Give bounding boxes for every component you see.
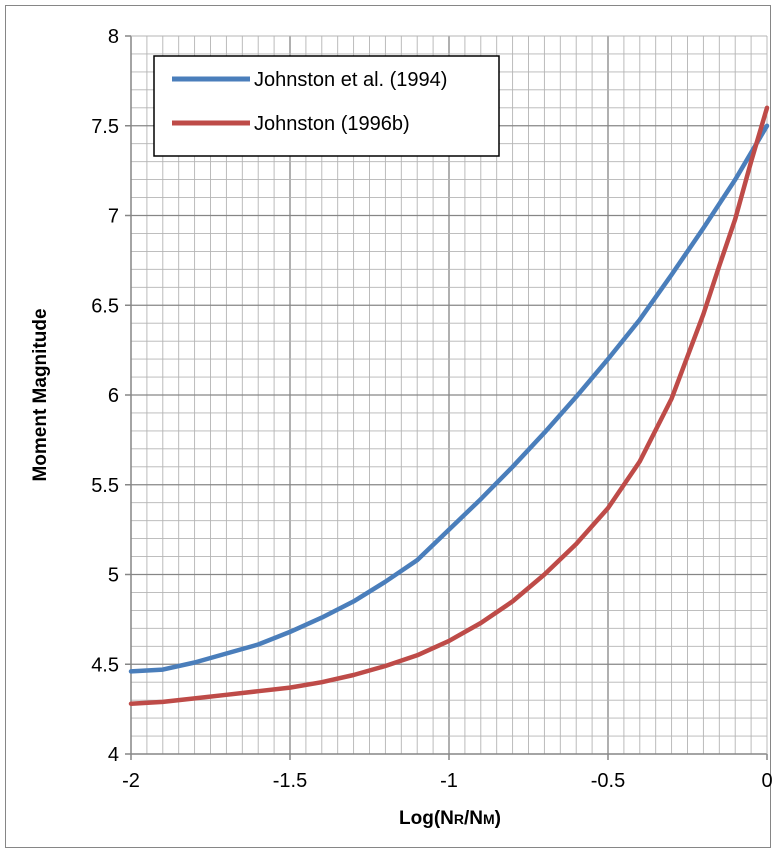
legend: Johnston et al. (1994) Johnston (1996b) (153, 55, 500, 157)
x-tick-label: -0.5 (591, 770, 625, 792)
x-axis-title: Log(NR/NM) (399, 808, 501, 829)
tick-labels: 4 4.5 5 5.5 6 6.5 7 7.5 8 -2 -1.5 -1 -0.5 0 (91, 26, 772, 792)
y-tick-label: 5.5 (91, 475, 119, 497)
y-tick-label: 5 (108, 565, 119, 587)
y-tick-label: 6.5 (91, 295, 119, 317)
y-tick-label: 8 (108, 26, 119, 48)
y-tick-label: 6 (108, 385, 119, 407)
legend-label-series-2: Johnston (1996b) (254, 113, 410, 135)
x-tick-label: -2 (122, 770, 140, 792)
y-tick-label: 7 (108, 206, 119, 228)
series-line-2 (128, 105, 770, 706)
x-tick-label: -1.5 (273, 770, 307, 792)
series-lines (128, 105, 770, 706)
y-tick-label: 7.5 (91, 116, 119, 138)
x-tick-label: 0 (761, 770, 772, 792)
legend-label-series-1: Johnston et al. (1994) (254, 69, 447, 91)
y-axis-title: Moment Magnitude (30, 308, 51, 481)
legend-box (153, 55, 500, 157)
x-tick-label: -1 (440, 770, 458, 792)
y-tick-label: 4 (108, 744, 119, 766)
y-tick-label: 4.5 (91, 654, 119, 676)
series-line-1 (128, 123, 770, 674)
